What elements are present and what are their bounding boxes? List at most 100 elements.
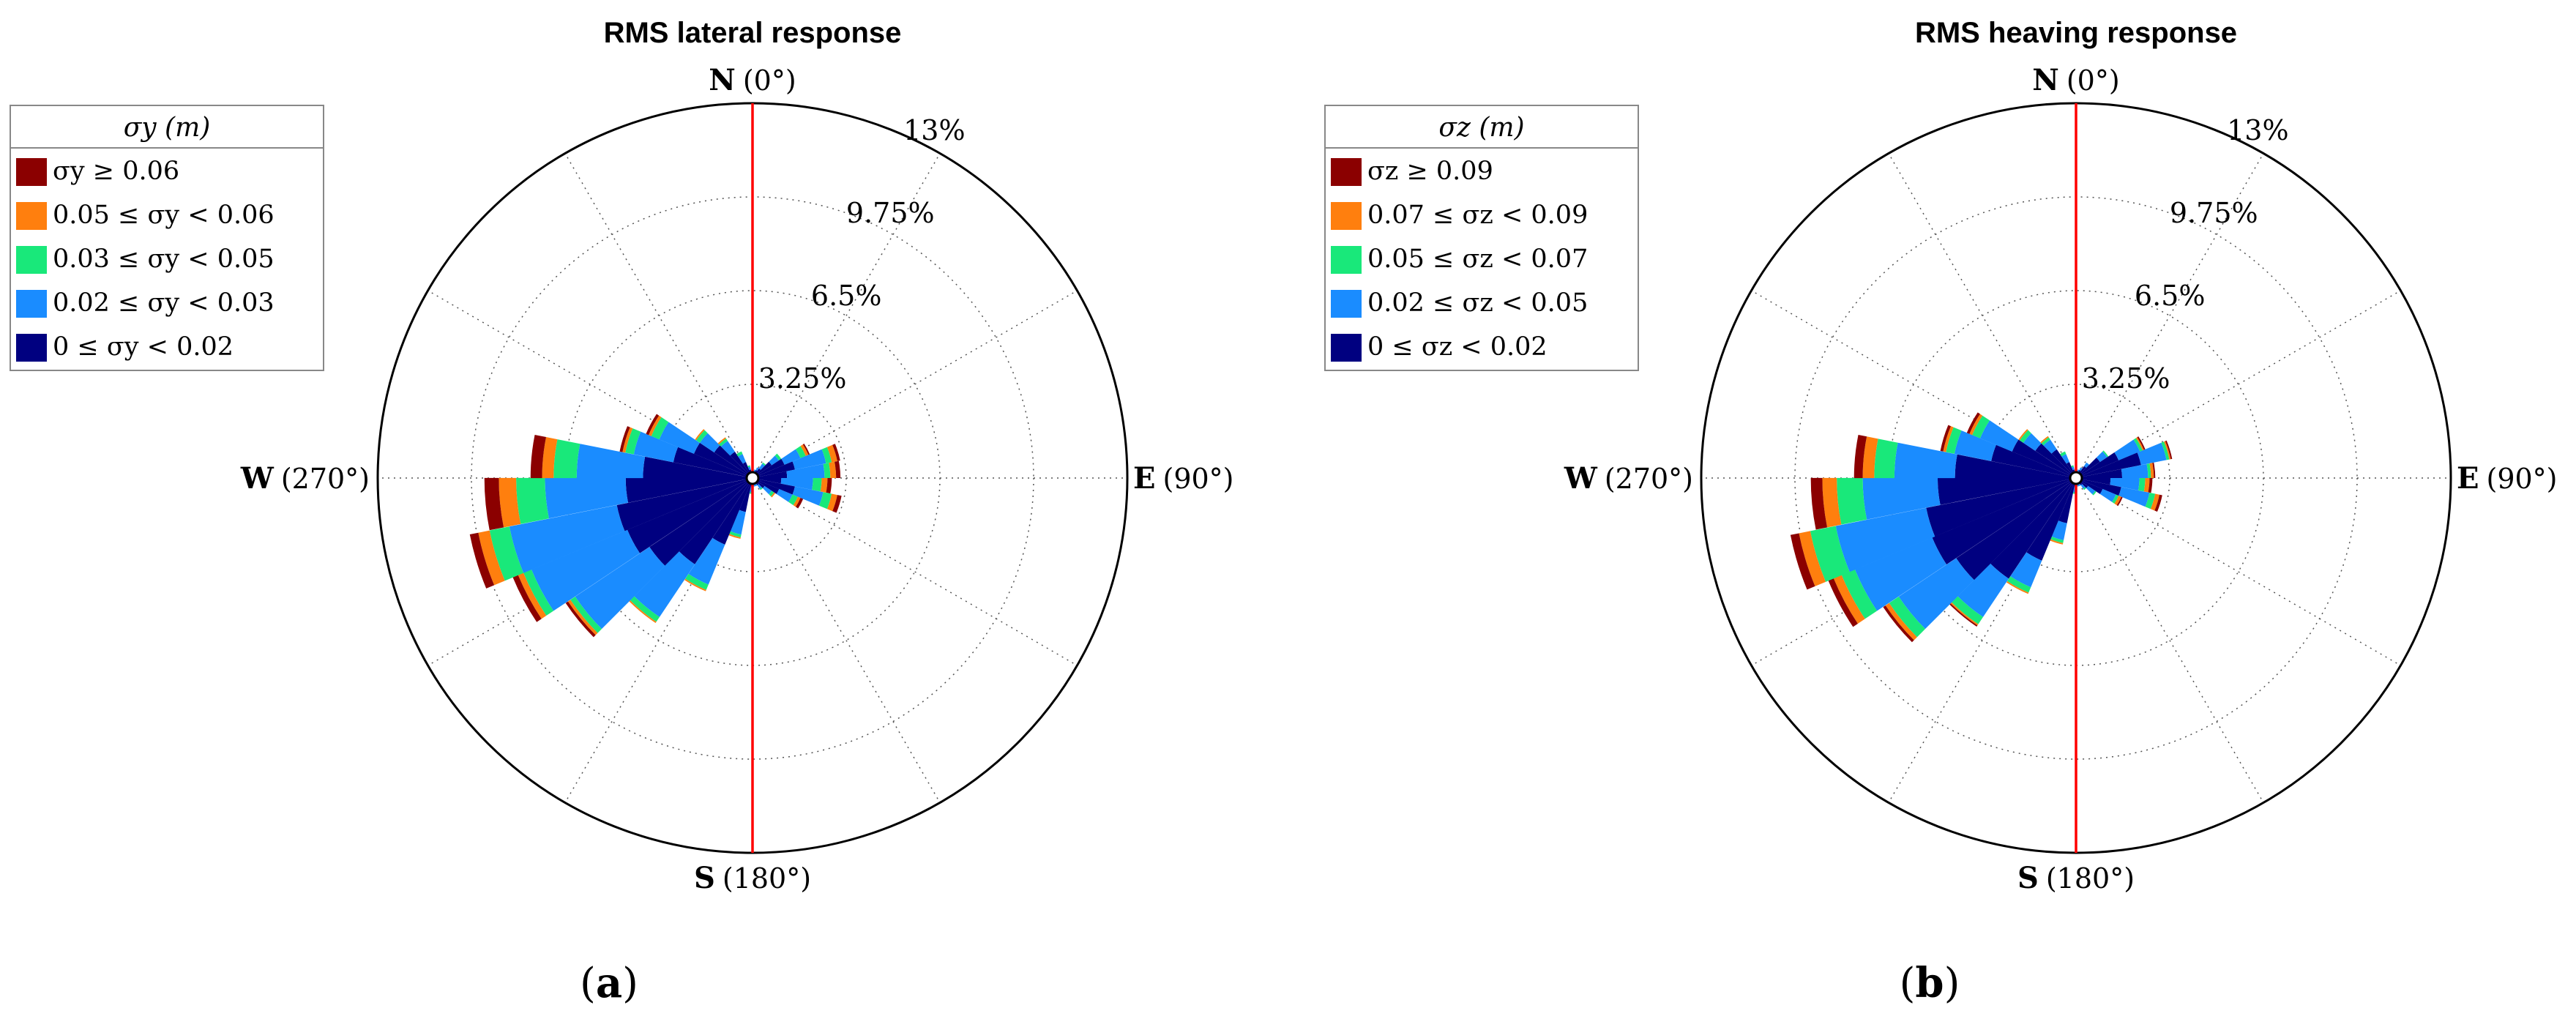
chart-title: RMS lateral response (604, 17, 902, 49)
legend-swatches (1331, 158, 1362, 362)
sector-segment (753, 458, 785, 478)
sector-segment (673, 447, 753, 478)
sector-segment (1946, 427, 1962, 454)
sector-segment (634, 551, 695, 617)
sector-segment (2012, 439, 2076, 478)
direction-degree-south: (180°) (2046, 862, 2135, 895)
sector-segment (685, 574, 709, 590)
direction-label-south: S (180°) (694, 861, 811, 895)
sector (1810, 477, 2076, 530)
chart-title: RMS heaving response (1915, 17, 2237, 49)
sector-segment (795, 446, 806, 458)
sector (2050, 478, 2076, 545)
direction-label-north: N (0°) (2032, 63, 2119, 97)
sector-segment (2006, 581, 2029, 594)
sector-segment (688, 537, 725, 585)
sector-segment (575, 547, 665, 630)
sector (469, 478, 753, 589)
sector-segment (1949, 603, 1978, 627)
sector-segment (1957, 563, 2009, 617)
grid-spoke (428, 290, 753, 479)
legend: σy (m) σy ≥ 0.06 0.05 ≤ σy < 0.06 0.03 ≤… (10, 105, 324, 371)
sector-segment (1889, 597, 1926, 638)
sector-segment (2099, 489, 2116, 502)
sector-segment (753, 461, 795, 478)
sector-segment (1874, 438, 1898, 479)
sector-segment (2071, 466, 2075, 471)
panel-b: RMS heaving response 3.25% 6.5% 9.75% 13… (1324, 17, 2558, 1007)
sector-segment (829, 461, 837, 479)
sector (717, 437, 753, 478)
sector-segment (2148, 477, 2153, 493)
sector-segment (1969, 414, 1983, 436)
legend-item-3: 0.05 ≤ σz < 0.07 (1367, 245, 1588, 274)
grid-spoke (2075, 290, 2401, 479)
legend-swatch (16, 334, 47, 362)
grid-spoke (2075, 477, 2264, 803)
sector-segment (531, 529, 641, 611)
sector-segment (753, 478, 780, 494)
sector-segment (679, 478, 753, 564)
sector-segment (2133, 438, 2143, 452)
sector-segment (832, 444, 840, 461)
panel-letter-b: b (1915, 959, 1944, 1007)
direction-letter-west: W (1564, 461, 1598, 496)
sector (753, 477, 832, 494)
legend-title: σy (m) (124, 113, 211, 143)
sector-segment (1885, 602, 1917, 641)
sector-segment (1810, 477, 1828, 530)
sector-segment (729, 531, 742, 538)
grid-spoke (752, 290, 1078, 479)
sector-segment (792, 486, 824, 506)
sector-segment (545, 477, 629, 519)
sector-segment (633, 431, 679, 463)
sector-segment (469, 532, 495, 589)
grid-spoke (1888, 153, 2077, 479)
sector-segment (630, 596, 660, 622)
sector-segment (2060, 451, 2067, 457)
sector (530, 434, 753, 479)
sector-segment (820, 477, 828, 493)
sector-segment (1955, 454, 2076, 479)
sector-segment (1835, 507, 1935, 572)
sector (753, 460, 841, 479)
grid-spoke (2075, 477, 2401, 666)
sector-segment (2061, 454, 2069, 464)
sector (2076, 478, 2162, 512)
direction-letter-north: N (709, 63, 736, 97)
rose-plot-b (1700, 102, 2452, 854)
sector-segment (2040, 436, 2049, 444)
direction-label-north: N (0°) (709, 63, 796, 97)
sector-segment (499, 477, 521, 528)
sector-segment (693, 442, 753, 478)
sector-segment (518, 572, 547, 619)
sector-segment (1862, 477, 1941, 520)
sector-segment (2018, 429, 2028, 441)
legend-swatch (16, 202, 47, 230)
sector-segment (1894, 442, 1957, 479)
sector-segment (1972, 415, 1990, 438)
sector-segment (622, 427, 633, 453)
sector-segment (757, 484, 762, 489)
sector-segment (2114, 496, 2121, 506)
sector-segment (646, 414, 660, 436)
sector (484, 477, 753, 531)
sector-segment (712, 478, 753, 545)
sector-segment (758, 463, 765, 470)
sector-segment (769, 490, 774, 497)
sector-segment (2137, 442, 2167, 466)
direction-degree-south: (180°) (723, 862, 811, 895)
sector-segment (747, 466, 751, 471)
sector-segment (542, 437, 558, 479)
legend-swatch (1331, 158, 1362, 186)
sector-segment (1837, 477, 1867, 525)
sector (2076, 462, 2156, 479)
ring-label-1: 3.25% (758, 362, 847, 395)
sector-segment (2149, 463, 2154, 479)
sector-segment (1991, 444, 2076, 478)
sector-segment (780, 477, 813, 490)
sector-segment (1862, 436, 1878, 479)
legend-item-1: σz ≥ 0.09 (1367, 157, 1493, 186)
sector-segment (759, 487, 763, 490)
sector-segment (1966, 412, 1980, 434)
